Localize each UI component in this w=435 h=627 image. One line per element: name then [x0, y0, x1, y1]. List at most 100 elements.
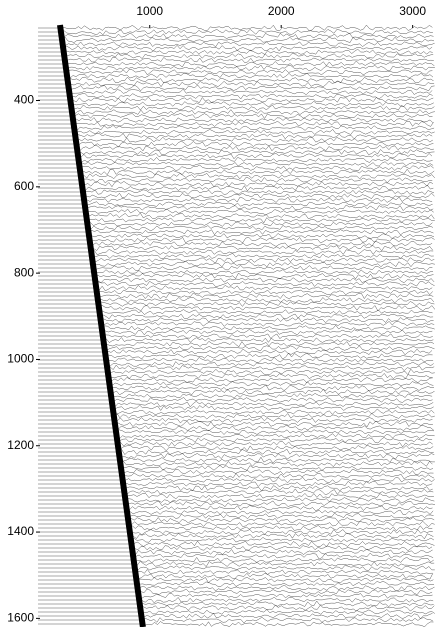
trace — [38, 445, 433, 451]
trace — [38, 329, 432, 334]
trace — [38, 577, 433, 583]
trace — [38, 434, 435, 439]
trace — [38, 205, 433, 211]
trace — [38, 153, 432, 159]
trace — [38, 61, 434, 67]
trace — [38, 593, 433, 598]
trace — [38, 382, 433, 387]
trace — [38, 346, 435, 351]
trace — [38, 230, 434, 235]
trace — [38, 585, 435, 591]
y-tick-label: 600 — [14, 179, 34, 193]
x-tick-label: 2000 — [268, 4, 295, 18]
trace — [38, 334, 433, 339]
trace — [38, 489, 433, 495]
trace — [38, 526, 432, 531]
trace — [38, 145, 434, 151]
trace — [38, 101, 434, 107]
trace — [38, 213, 434, 219]
trace — [38, 561, 434, 567]
trace — [38, 37, 434, 42]
trace — [38, 486, 433, 492]
trace — [38, 69, 432, 75]
trace — [38, 461, 432, 467]
y-tick-label: 1200 — [7, 438, 34, 452]
x-tick-label: 1000 — [136, 4, 163, 18]
trace — [38, 261, 435, 267]
trace — [38, 530, 433, 535]
trace — [38, 513, 434, 519]
trace — [38, 73, 433, 78]
trace — [38, 221, 432, 227]
trace — [38, 77, 434, 83]
trace — [38, 473, 434, 479]
trace — [38, 417, 432, 423]
trace — [38, 49, 433, 54]
trace — [38, 501, 435, 507]
trace — [38, 110, 435, 115]
trace — [38, 565, 435, 570]
trace — [38, 441, 433, 447]
trace — [38, 389, 435, 395]
trace — [38, 197, 432, 202]
trace — [38, 373, 432, 378]
trace — [38, 613, 432, 619]
trace — [38, 265, 432, 271]
trace — [38, 338, 433, 343]
trace — [38, 481, 432, 486]
trace — [38, 237, 435, 243]
trace — [38, 457, 435, 463]
trace — [38, 430, 434, 435]
trace — [38, 498, 434, 503]
trace — [38, 42, 435, 47]
trace — [38, 29, 433, 35]
trace — [38, 622, 434, 627]
traces — [38, 25, 435, 627]
trace — [38, 321, 434, 326]
trace — [38, 173, 435, 179]
trace — [38, 510, 433, 515]
trace — [38, 453, 434, 459]
trace — [38, 193, 435, 199]
trace — [38, 505, 433, 510]
trace — [38, 369, 435, 375]
trace — [38, 610, 435, 615]
trace — [38, 53, 433, 58]
trace — [38, 357, 433, 362]
trace — [38, 97, 433, 103]
trace — [38, 245, 433, 251]
trace — [38, 185, 433, 191]
trace — [38, 521, 435, 526]
trace — [38, 341, 434, 346]
trace — [38, 181, 433, 186]
trace — [38, 377, 433, 383]
trace — [38, 589, 432, 595]
trace — [38, 258, 434, 264]
trace — [38, 617, 433, 623]
trace — [38, 401, 433, 407]
trace — [38, 581, 434, 586]
trace — [38, 409, 434, 415]
trace — [38, 393, 432, 398]
trace — [38, 93, 433, 99]
trace — [38, 365, 434, 371]
trace — [38, 437, 432, 443]
x-tick-label: 3000 — [399, 4, 426, 18]
trace — [38, 81, 434, 87]
y-tick-label: 1000 — [7, 352, 34, 366]
trace — [38, 405, 434, 410]
trace — [38, 190, 434, 195]
y-tick-label: 400 — [14, 93, 34, 107]
trace — [38, 517, 434, 523]
trace — [38, 362, 434, 367]
trace — [38, 113, 433, 118]
trace — [38, 85, 435, 91]
trace — [38, 449, 434, 455]
trace — [38, 165, 434, 171]
trace — [38, 25, 432, 31]
trace — [38, 569, 432, 574]
trace — [38, 137, 433, 142]
trace — [38, 253, 434, 258]
trace — [38, 385, 434, 391]
trace — [38, 353, 433, 359]
